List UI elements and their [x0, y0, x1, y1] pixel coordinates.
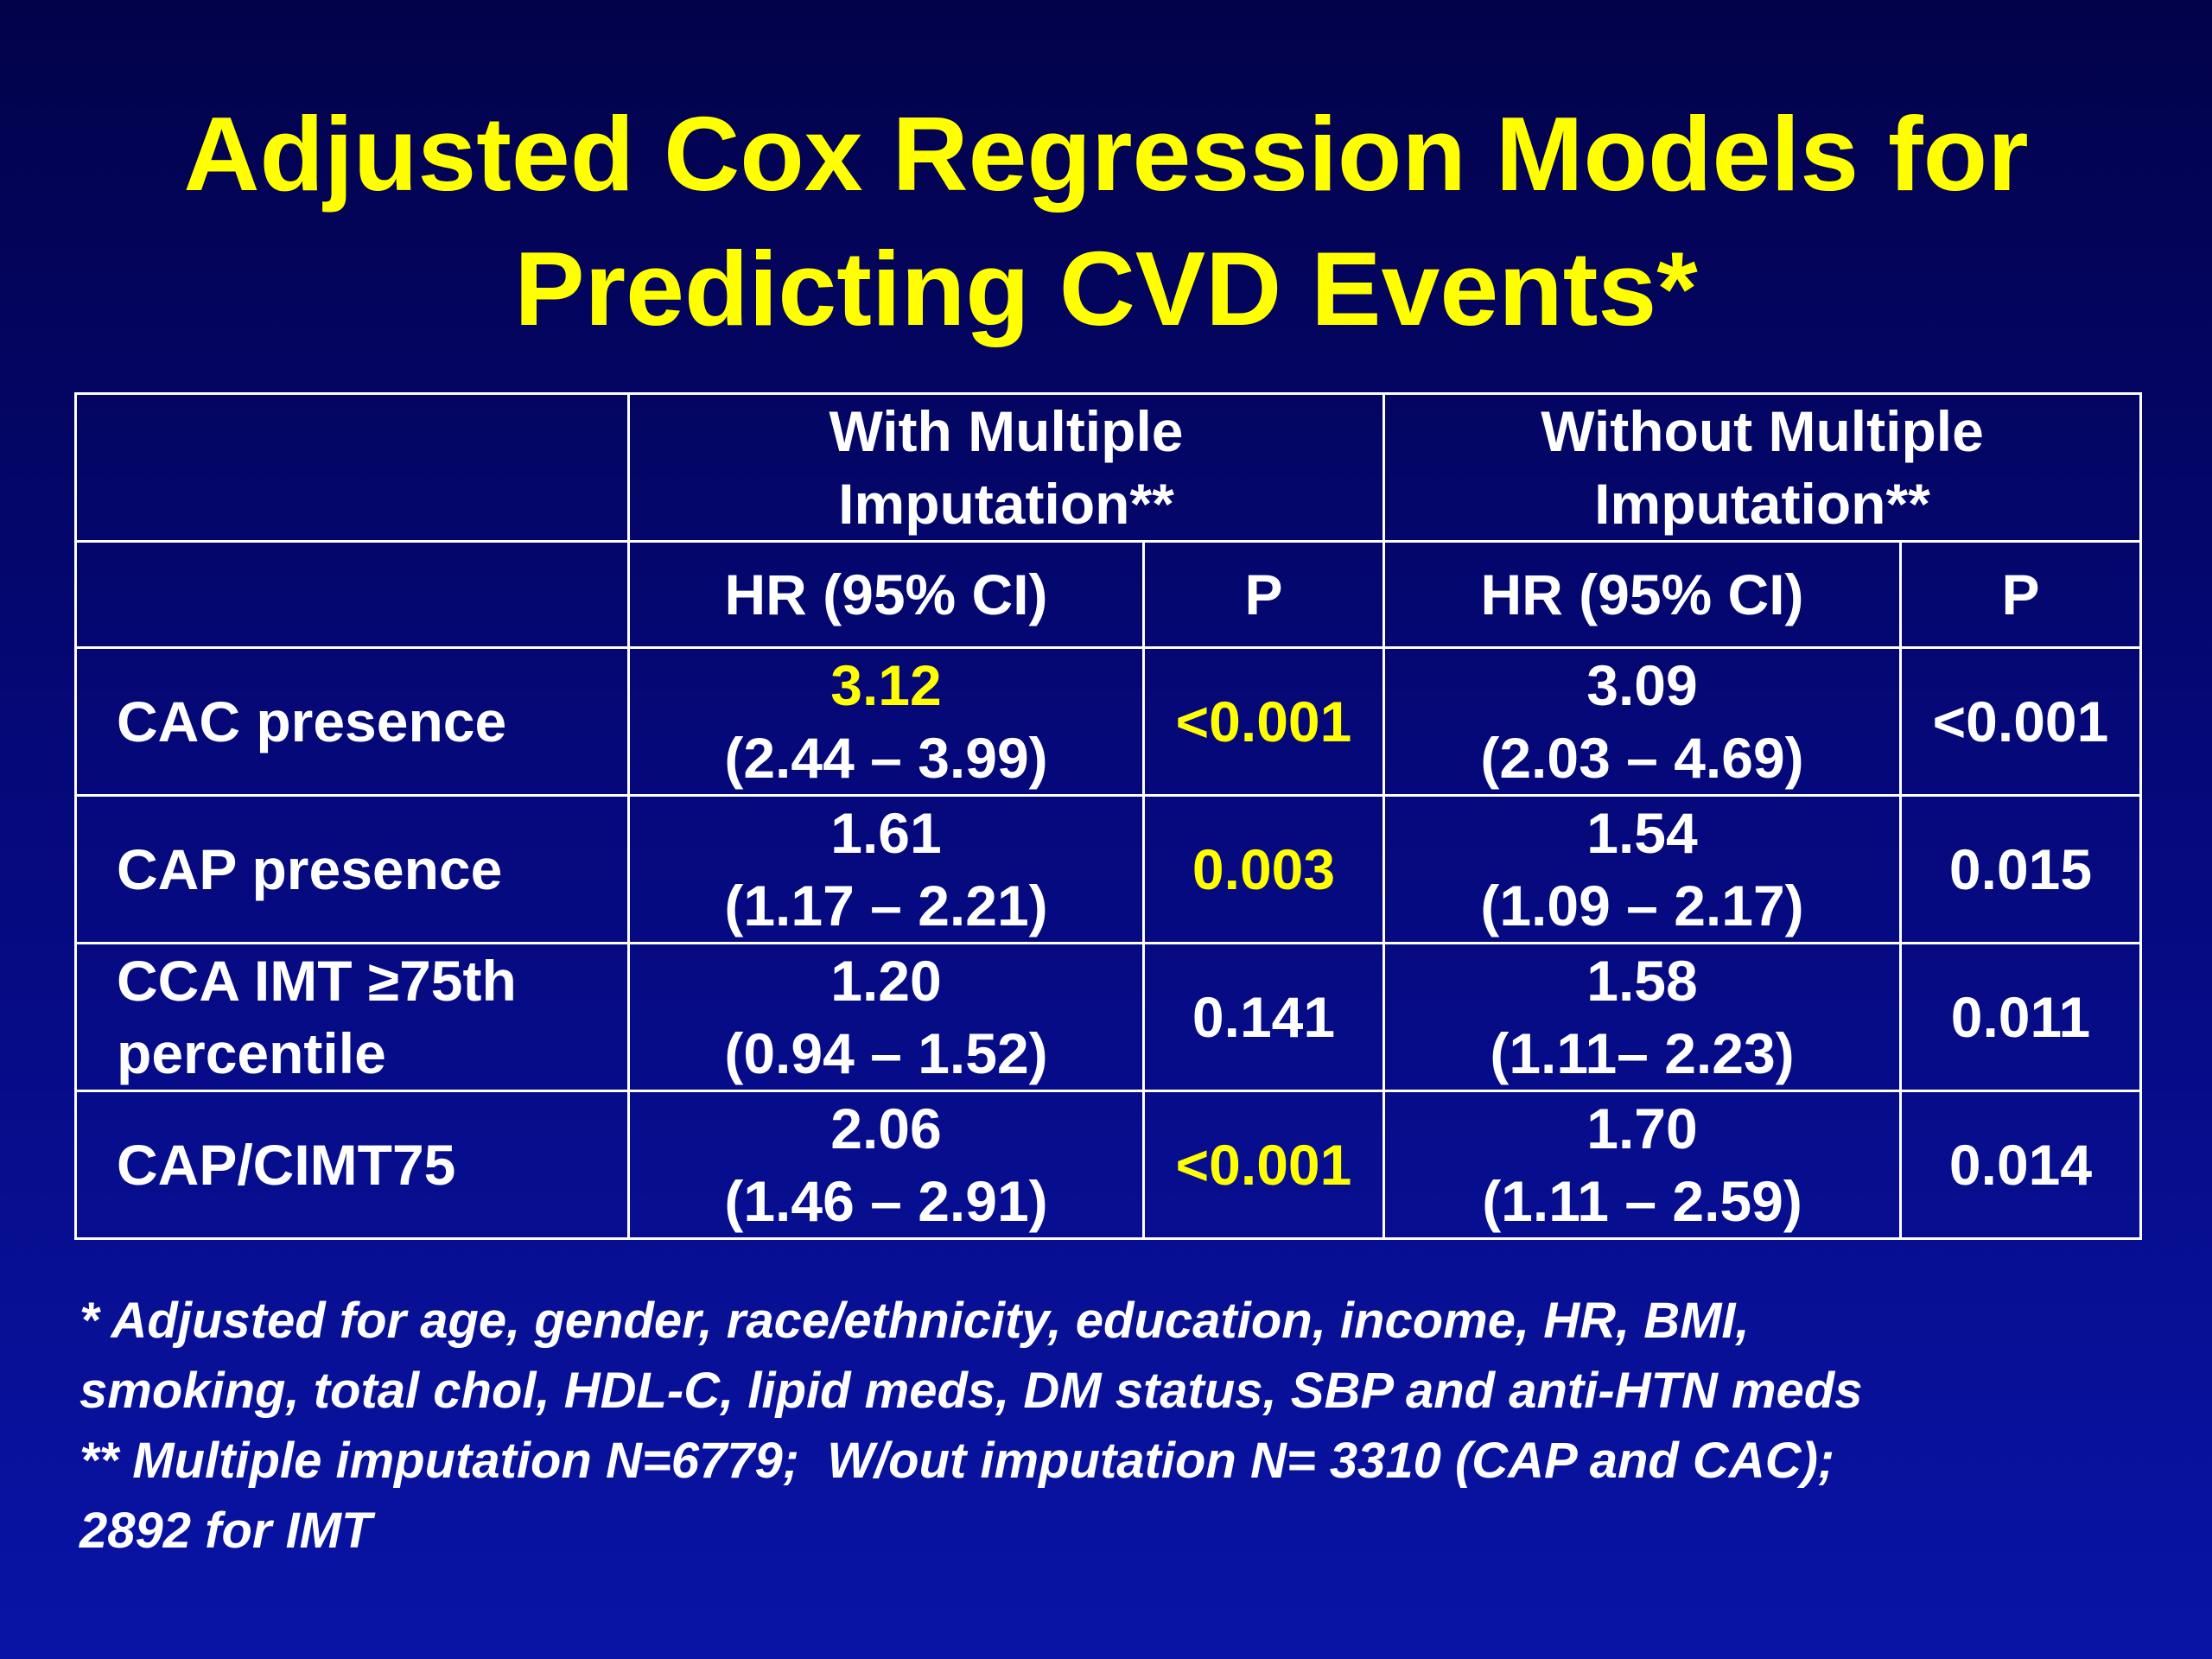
row-label: CAC presence	[74, 646, 630, 797]
with-ci-value: (2.44 – 3.99)	[724, 726, 1048, 790]
without-ci-value: (2.03 – 4.69)	[1480, 726, 1804, 790]
slide-title-line-2: Predicting CVD Events*	[514, 230, 1698, 347]
row-label-line: CAP presence	[117, 837, 503, 901]
without-p-value: 0.014	[1898, 1090, 2143, 1240]
without-hr-cell: 1.54 (1.09 – 2.17)	[1382, 794, 1902, 944]
subheader-without-hr: HR (95% CI)	[1382, 540, 1902, 649]
row-label: CCA IMT ≥75th percentile	[74, 942, 630, 1092]
with-hr-value: 2.06	[830, 1096, 942, 1160]
with-hr-cell: 2.06 (1.46 – 2.91)	[627, 1090, 1145, 1240]
row-label-line: CAP/CIMT75	[117, 1133, 456, 1197]
table-row-cca-imt: CCA IMT ≥75th percentile 1.20 (0.94 – 1.…	[74, 942, 2143, 1092]
cox-regression-table: With Multiple Imputation** Without Multi…	[74, 392, 2143, 1240]
group-header-without-imputation: Without Multiple Imputation**	[1382, 392, 2143, 543]
without-ci-value: (1.11 – 2.59)	[1482, 1169, 1802, 1233]
footnote-line-2: smoking, total chol, HDL-C, lipid meds, …	[79, 1363, 1863, 1419]
row-label-line: CAC presence	[117, 690, 507, 753]
with-ci-value: (0.94 – 1.52)	[724, 1021, 1048, 1085]
with-hr-value: 3.12	[830, 653, 942, 717]
without-hr-value: 1.54	[1586, 801, 1698, 865]
footnote: * Adjusted for age, gender, race/ethnici…	[79, 1286, 2171, 1566]
without-ci-value: (1.09 – 2.17)	[1480, 874, 1804, 938]
row-label-line-2: percentile	[117, 1021, 386, 1085]
group-header-with-imputation: With Multiple Imputation**	[627, 392, 1385, 543]
footnote-line-4: 2892 for IMT	[79, 1503, 372, 1559]
subheader-with-hr: HR (95% CI)	[627, 540, 1145, 649]
table-row-cap-cimt75: CAP/CIMT75 2.06 (1.46 – 2.91) <0.001 1.7…	[74, 1090, 2143, 1240]
row-label: CAP/CIMT75	[74, 1090, 630, 1240]
slide-title: Adjusted Cox Regression Models for Predi…	[0, 86, 2212, 356]
table-group-header-row: With Multiple Imputation** Without Multi…	[74, 392, 2143, 543]
group-header-without-line-1: Without Multiple	[1541, 399, 1984, 463]
table-row-cac-presence: CAC presence 3.12 (2.44 – 3.99) <0.001 3…	[74, 646, 2143, 797]
group-header-with-line-2: Imputation**	[838, 472, 1174, 536]
with-hr-cell: 1.20 (0.94 – 1.52)	[627, 942, 1145, 1092]
with-hr-cell: 1.61 (1.17 – 2.21)	[627, 794, 1145, 944]
without-hr-value: 1.58	[1586, 949, 1698, 1013]
without-hr-cell: 1.70 (1.11 – 2.59)	[1382, 1090, 1902, 1240]
group-header-with-line-1: With Multiple	[829, 399, 1184, 463]
with-p-value: <0.001	[1142, 1090, 1385, 1240]
subheader-without-p: P	[1898, 540, 2143, 649]
group-header-without-line-2: Imputation**	[1594, 472, 1930, 536]
without-hr-cell: 3.09 (2.03 – 4.69)	[1382, 646, 1902, 797]
slide-title-line-1: Adjusted Cox Regression Models for	[183, 95, 2029, 213]
with-p-value: 0.141	[1142, 942, 1385, 1092]
without-hr-value: 1.70	[1586, 1096, 1698, 1160]
without-ci-value: (1.11– 2.23)	[1490, 1021, 1795, 1085]
without-hr-value: 3.09	[1586, 653, 1698, 717]
with-ci-value: (1.17 – 2.21)	[724, 874, 1048, 938]
without-p-value: 0.011	[1898, 942, 2143, 1092]
with-p-value: 0.003	[1142, 794, 1385, 944]
without-p-value: <0.001	[1898, 646, 2143, 797]
subheader-with-p: P	[1142, 540, 1385, 649]
without-hr-cell: 1.58 (1.11– 2.23)	[1382, 942, 1902, 1092]
table-row-cap-presence: CAP presence 1.61 (1.17 – 2.21) 0.003 1.…	[74, 794, 2143, 944]
without-p-value: 0.015	[1898, 794, 2143, 944]
row-label: CAP presence	[74, 794, 630, 944]
row-label-line-1: CCA IMT ≥75th	[117, 949, 517, 1013]
footnote-line-1: * Adjusted for age, gender, race/ethnici…	[79, 1293, 1750, 1349]
empty-header-cell	[74, 392, 630, 543]
with-hr-cell: 3.12 (2.44 – 3.99)	[627, 646, 1145, 797]
with-ci-value: (1.46 – 2.91)	[724, 1169, 1048, 1233]
with-hr-value: 1.20	[830, 949, 942, 1013]
footnote-line-3: ** Multiple imputation N=6779; W/out imp…	[79, 1433, 1835, 1489]
with-p-value: <0.001	[1142, 646, 1385, 797]
empty-subheader-cell	[74, 540, 630, 649]
with-hr-value: 1.61	[830, 801, 942, 865]
table-sub-header-row: HR (95% CI) P HR (95% CI) P	[74, 540, 2143, 649]
